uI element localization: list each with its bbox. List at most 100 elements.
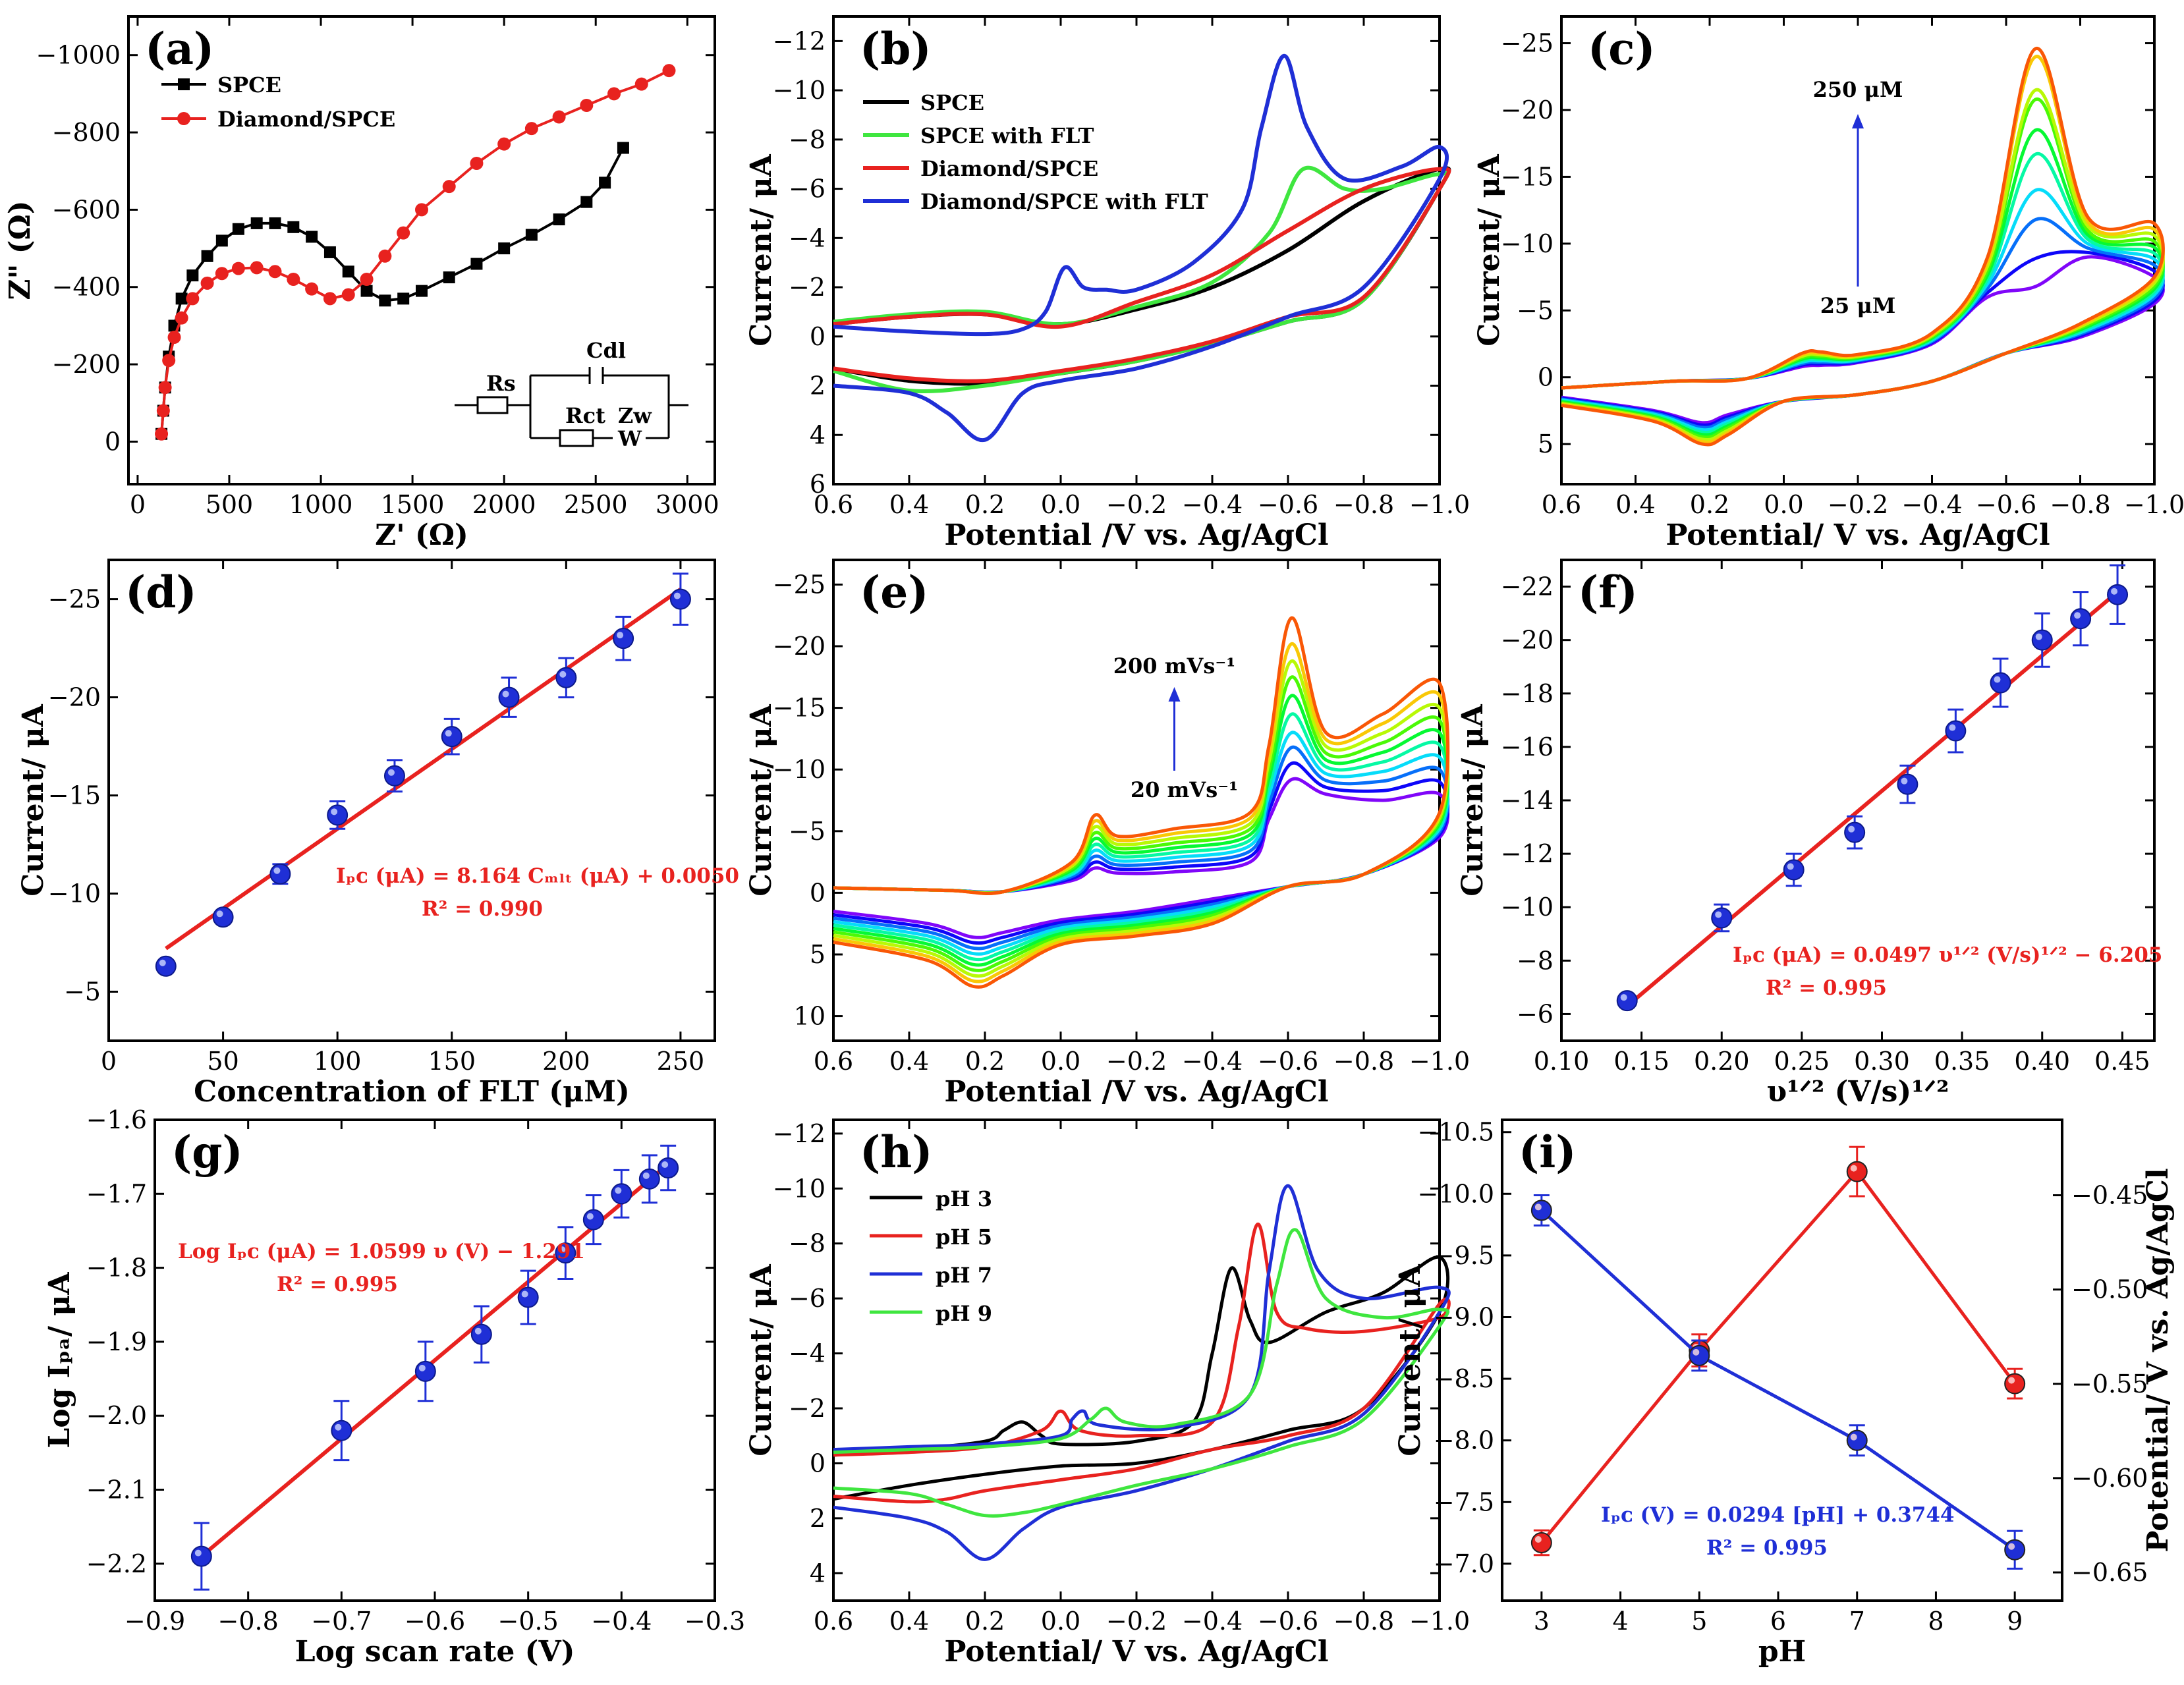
plot-frame xyxy=(107,559,716,1042)
resistor-rs xyxy=(476,396,509,414)
data-point xyxy=(2004,1539,2026,1561)
y-tick-label: 0 xyxy=(810,878,826,907)
fit-equation: Iₚᴄ (V) = 0.0294 [pH] + 0.3744 xyxy=(1601,1503,1955,1527)
y-tick-label: −20 xyxy=(48,683,101,712)
fit-equation: Log Iₚᴄ (μA) = 1.0599 υ (V) − 1.291 xyxy=(178,1240,585,1263)
data-point xyxy=(470,156,484,170)
y-axis-label: Current/ μA xyxy=(1393,1263,1427,1456)
y-tick-label: −8 xyxy=(789,125,826,154)
x-tick-label: 0.0 xyxy=(1764,490,1803,519)
y-tick-label: 10 xyxy=(794,1002,826,1031)
y-tick-label: −12 xyxy=(1501,839,1554,868)
y-tick-label: −7.5 xyxy=(1434,1487,1494,1516)
equivalent-circuit-inset xyxy=(455,367,688,447)
y-tick-label: 4 xyxy=(810,1559,826,1588)
y-tick-label: 6 xyxy=(810,470,826,499)
data-point-highlight xyxy=(2074,612,2081,619)
y-tick-label: 0 xyxy=(105,427,121,456)
data-point xyxy=(379,294,391,307)
data-point xyxy=(634,77,648,91)
x-tick-label: 2000 xyxy=(472,490,536,519)
y-tick-label: −2 xyxy=(789,1394,826,1423)
x-tick-label: 0 xyxy=(130,490,146,519)
data-point xyxy=(167,331,181,345)
x-tick-label: 0.4 xyxy=(889,1047,929,1076)
data-point-highlight xyxy=(474,1327,482,1335)
data-point-highlight xyxy=(1850,1165,1857,1172)
y-tick-label-right: −0.45 xyxy=(2071,1181,2148,1210)
x-tick-label: 0.0 xyxy=(1041,1047,1080,1076)
y-tick-label: −9.5 xyxy=(1434,1241,1494,1270)
x-tick-label: 0.2 xyxy=(1690,490,1729,519)
data-point-highlight xyxy=(521,1290,528,1298)
annotation-high: 200 mVs⁻¹ xyxy=(1113,653,1236,678)
y-tick-label-right: −0.50 xyxy=(2071,1275,2148,1304)
x-tick-label: 0.4 xyxy=(1615,490,1655,519)
panel-f: 0.10 0.15 0.20 0.25 0.30 0.35 0.40 0.45 −6 −8 −10 −… xyxy=(1456,559,2162,1109)
x-tick-label: 150 xyxy=(428,1047,476,1076)
y-tick-label-right: −0.65 xyxy=(2071,1558,2148,1587)
x-axis-label: Potential/ V vs. Ag/AgCl xyxy=(1666,518,2050,552)
annotation-low: 20 mVs⁻¹ xyxy=(1131,777,1238,802)
data-point-highlight xyxy=(1534,1536,1542,1543)
y-tick-label: −1.8 xyxy=(86,1254,147,1283)
y-tick-label: −25 xyxy=(773,570,826,599)
data-point xyxy=(155,955,177,977)
y-tick-label: −6 xyxy=(789,1284,826,1313)
x-tick-label: −1.0 xyxy=(1409,1047,1470,1076)
panel-e: 0.6 0.4 0.2 0.0 −0.2 −0.4 −0.6 −0.8 −1.0 10 5 0 −5 −1… xyxy=(744,559,1470,1109)
y-tick-label: −1.7 xyxy=(86,1179,147,1208)
legend-label: pH 9 xyxy=(936,1301,992,1326)
series-line xyxy=(833,53,1449,443)
data-point-highlight xyxy=(1534,1203,1542,1211)
fit-r2: R² = 0.990 xyxy=(422,897,543,921)
data-point xyxy=(611,1183,632,1205)
data-point xyxy=(397,226,410,240)
data-point xyxy=(201,250,213,262)
x-tick-label: 0.6 xyxy=(814,1607,853,1636)
series-line xyxy=(833,745,1450,951)
y-tick-label: −10.0 xyxy=(1418,1179,1494,1208)
data-point-highlight xyxy=(1620,994,1627,1001)
data-point xyxy=(323,292,337,306)
y-tick-label: −4 xyxy=(789,1339,826,1368)
data-point xyxy=(341,288,355,302)
data-point-highlight xyxy=(586,1213,594,1220)
y-tick-label: −1.9 xyxy=(86,1327,147,1356)
inset-label-cdl: Cdl xyxy=(586,338,626,363)
x-tick-label: −0.2 xyxy=(1106,1607,1167,1636)
y-tick-label: −2.0 xyxy=(86,1401,147,1430)
fit-r2: R² = 0.995 xyxy=(1766,976,1887,1000)
legend-label: SPCE xyxy=(217,72,281,97)
x-tick-label: −0.4 xyxy=(1182,1607,1243,1636)
data-point xyxy=(2070,608,2092,630)
y-axis-label: Current/ μA xyxy=(1472,153,1506,346)
data-point-highlight xyxy=(216,910,223,918)
data-point-highlight xyxy=(2008,1377,2015,1384)
data-point-highlight xyxy=(2035,633,2042,640)
data-point xyxy=(613,628,634,649)
panel-b: 0.6 0.4 0.2 0.0 −0.2 −0.4 −0.6 −0.8 −1.0 6 4 2 0 −2 −4… xyxy=(744,15,1470,552)
annotation-arrow-head xyxy=(1168,687,1181,702)
y-tick-label: −10 xyxy=(48,879,101,908)
y-tick-label: −5 xyxy=(789,817,826,846)
data-point xyxy=(360,285,373,297)
y-tick-label: −18 xyxy=(1501,679,1554,708)
y-tick-label: −10 xyxy=(1501,893,1554,922)
panel-label: (i) xyxy=(1519,1126,1577,1178)
x-axis-label: Log scan rate (V) xyxy=(295,1635,575,1669)
plot-frame xyxy=(1501,1119,2063,1602)
data-point xyxy=(1846,1161,1868,1182)
x-tick-label: 0.2 xyxy=(965,1047,1005,1076)
data-point xyxy=(416,285,428,297)
x-tick-label: 200 xyxy=(542,1047,590,1076)
data-point-highlight xyxy=(1994,676,2001,683)
x-tick-label: 6 xyxy=(1770,1607,1786,1636)
x-tick-label: 4 xyxy=(1612,1607,1628,1636)
data-point xyxy=(1945,720,1967,742)
y-tick-label: −12 xyxy=(773,1119,826,1148)
x-tick-label: 8 xyxy=(1928,1607,1944,1636)
y-tick-label: 4 xyxy=(810,420,826,449)
y-tick-label: −6 xyxy=(1517,999,1554,1028)
y-tick-label: −2.2 xyxy=(86,1549,147,1578)
